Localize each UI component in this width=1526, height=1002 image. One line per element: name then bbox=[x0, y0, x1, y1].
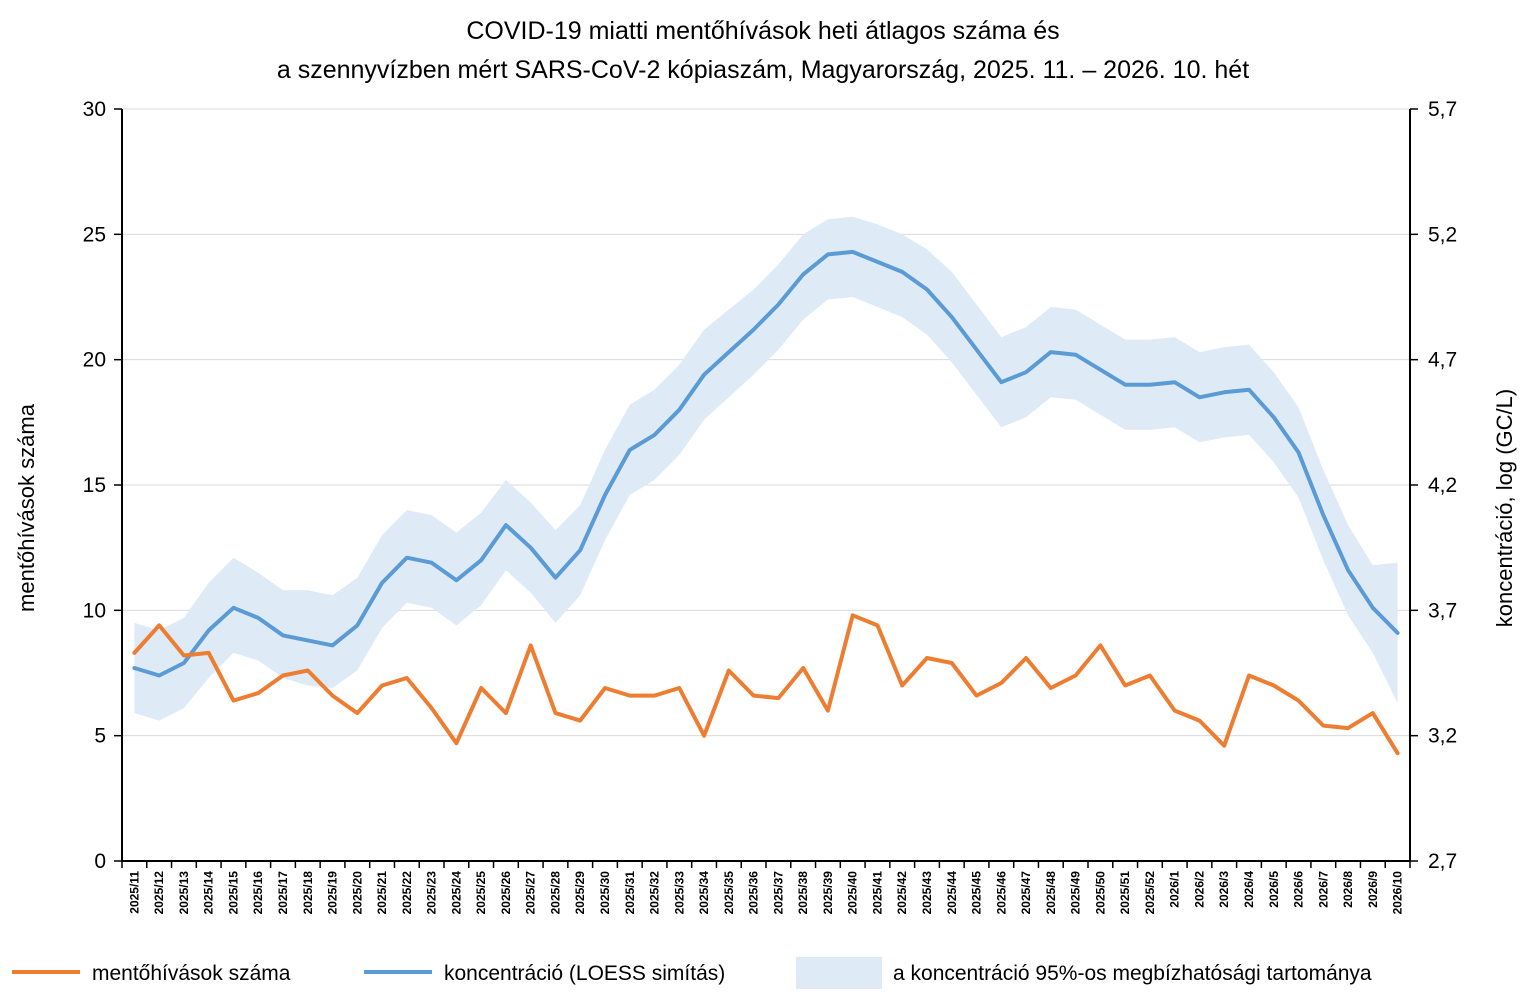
x-tick-label: 2025/13 bbox=[177, 871, 191, 915]
x-tick-label: 2025/39 bbox=[821, 871, 835, 915]
confidence-band-area bbox=[134, 216, 1398, 721]
legend-swatch-ci bbox=[796, 957, 882, 989]
x-tick-label: 2025/34 bbox=[697, 871, 711, 915]
x-tick-label: 2025/50 bbox=[1093, 871, 1107, 915]
x-tick-label: 2025/35 bbox=[722, 871, 736, 915]
x-tick-label: 2025/38 bbox=[796, 871, 810, 915]
chart-title-line-2: a szennyvízben mért SARS-CoV-2 kópiaszám… bbox=[277, 56, 1249, 84]
x-tick-label: 2026/3 bbox=[1217, 871, 1231, 908]
right-y-tick-label: 4,7 bbox=[1428, 349, 1457, 372]
x-tick-label: 2025/40 bbox=[846, 871, 860, 915]
left-y-tick-labels: 0 5 10 15 20 25 30 bbox=[83, 98, 106, 873]
x-tick-label: 2025/18 bbox=[301, 871, 315, 915]
x-tick-label: 2025/51 bbox=[1118, 871, 1132, 915]
x-tick-label: 2026/5 bbox=[1267, 871, 1281, 908]
x-tick-label: 2025/33 bbox=[672, 871, 686, 915]
x-tick-label: 2026/9 bbox=[1366, 871, 1380, 908]
right-y-tick-label: 5,2 bbox=[1428, 223, 1457, 246]
right-y-tick-label: 3,2 bbox=[1428, 725, 1457, 748]
x-tick-label: 2026/4 bbox=[1242, 871, 1256, 908]
x-tick-label: 2025/42 bbox=[895, 871, 909, 915]
legend-label-ci: a koncentráció 95%-os megbízhatósági tar… bbox=[893, 962, 1372, 985]
legend-label-loess: koncentráció (LOESS simítás) bbox=[444, 962, 725, 985]
x-tick-label: 2025/17 bbox=[276, 871, 290, 915]
x-tick-label: 2025/21 bbox=[375, 871, 389, 915]
x-tick-label: 2025/23 bbox=[425, 871, 439, 915]
x-tick-label: 2025/43 bbox=[920, 871, 934, 915]
x-tick-label: 2026/6 bbox=[1292, 871, 1306, 908]
left-y-tick-label: 15 bbox=[83, 474, 106, 497]
x-tick-label: 2025/52 bbox=[1143, 871, 1157, 915]
ambulance-calls-line bbox=[132, 613, 1400, 756]
x-tick-label: 2025/15 bbox=[227, 871, 241, 915]
right-y-tick-label: 3,7 bbox=[1428, 599, 1457, 622]
left-y-tick-label: 20 bbox=[83, 349, 106, 372]
x-tick-label: 2025/32 bbox=[648, 871, 662, 915]
left-y-tick-label: 5 bbox=[94, 725, 106, 748]
x-tick-label: 2026/1 bbox=[1168, 871, 1182, 908]
concentration-loess-line bbox=[132, 249, 1400, 678]
x-tick-label: 2025/11 bbox=[127, 871, 141, 914]
x-tick-label: 2025/49 bbox=[1069, 871, 1083, 915]
left-y-tick-label: 30 bbox=[83, 98, 106, 121]
right-y-tick-label: 4,2 bbox=[1428, 474, 1457, 497]
x-tick-label: 2026/8 bbox=[1341, 871, 1355, 908]
x-tick-label: 2025/14 bbox=[202, 871, 216, 915]
series-lines-layer bbox=[132, 249, 1400, 756]
x-tick-label: 2025/41 bbox=[871, 871, 885, 915]
confidence-band-layer bbox=[134, 216, 1398, 721]
chart-title-line-1: COVID-19 miatti mentőhívások heti átlago… bbox=[466, 17, 1059, 45]
x-tick-label: 2025/37 bbox=[771, 871, 785, 915]
x-tick-label: 2025/44 bbox=[945, 871, 959, 915]
x-tick-label: 2026/10 bbox=[1391, 871, 1405, 915]
x-tick-labels: 2025/11 2025/12 2025/13 2025/14 2025/15 2025/… bbox=[127, 871, 1404, 915]
x-tick-label: 2025/16 bbox=[251, 871, 265, 915]
x-tick-label: 2025/45 bbox=[970, 871, 984, 915]
x-tick-label: 2025/48 bbox=[1044, 871, 1058, 915]
x-tick-label: 2025/36 bbox=[747, 871, 761, 915]
legend: mentőhívások száma koncentráció (LOESS s… bbox=[12, 957, 1372, 989]
x-tick-label: 2025/30 bbox=[598, 871, 612, 915]
x-tick-label: 2025/47 bbox=[1019, 871, 1033, 915]
x-tick-label: 2025/12 bbox=[152, 871, 166, 915]
left-axis-title: mentőhívások száma bbox=[14, 403, 39, 612]
x-tick-label: 2025/24 bbox=[449, 871, 463, 915]
x-tick-label: 2025/29 bbox=[573, 871, 587, 915]
x-tick-label: 2026/7 bbox=[1316, 871, 1330, 908]
right-axis-title: koncentráció, log (GC/L) bbox=[1492, 389, 1517, 627]
x-tick-label: 2025/31 bbox=[623, 871, 637, 915]
x-tick-label: 2025/27 bbox=[524, 871, 538, 915]
left-y-tick-label: 25 bbox=[83, 223, 106, 246]
x-tick-label: 2025/19 bbox=[326, 871, 340, 915]
legend-label-calls: mentőhívások száma bbox=[92, 962, 291, 985]
x-tick-label: 2026/2 bbox=[1193, 871, 1207, 908]
axes-layer bbox=[114, 108, 1418, 868]
x-tick-label: 2025/26 bbox=[499, 871, 513, 915]
right-y-tick-labels: 2,7 3,2 3,7 4,2 4,7 5,2 5,7 bbox=[1428, 98, 1457, 873]
x-tick-label: 2025/22 bbox=[400, 871, 414, 915]
right-y-tick-label: 2,7 bbox=[1428, 850, 1457, 873]
right-y-tick-label: 5,7 bbox=[1428, 98, 1457, 121]
x-tick-label: 2025/20 bbox=[350, 871, 364, 915]
x-tick-label: 2025/28 bbox=[549, 871, 563, 915]
x-tick-label: 2025/46 bbox=[994, 871, 1008, 915]
x-tick-label: 2025/25 bbox=[474, 871, 488, 915]
left-y-tick-label: 10 bbox=[83, 599, 106, 622]
left-y-tick-label: 0 bbox=[94, 850, 106, 873]
